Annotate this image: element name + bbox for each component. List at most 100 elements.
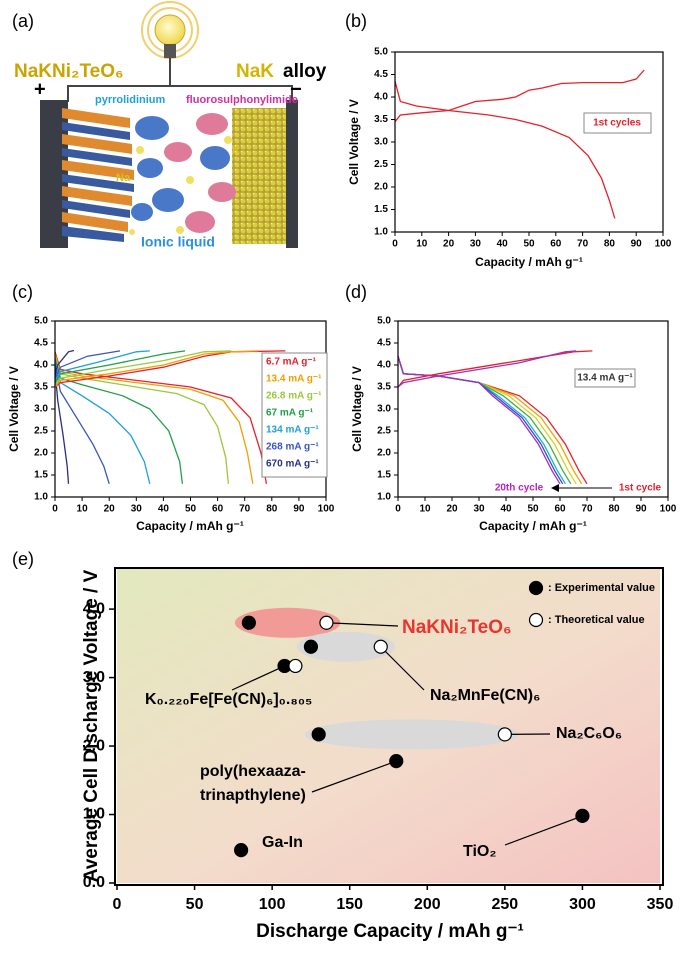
material-label: TiO₂ xyxy=(463,843,496,860)
y-tick-label: 4.5 xyxy=(34,338,48,349)
data-point xyxy=(234,843,249,858)
data-point xyxy=(319,615,334,630)
minus-sign: − xyxy=(290,78,302,100)
x-tick-label: 50 xyxy=(186,896,204,913)
x-tick-label: 40 xyxy=(497,239,509,250)
legend-label: 268 mA g⁻¹ xyxy=(266,442,319,453)
y-tick-label: 4.0 xyxy=(377,360,391,371)
x-tick-label: 100 xyxy=(259,896,286,913)
y-tick-label: 1.0 xyxy=(374,227,388,238)
x-tick-label: 30 xyxy=(470,239,482,250)
wire xyxy=(67,58,293,102)
y-tick-label: 2.5 xyxy=(377,426,391,437)
x-tick-label: 30 xyxy=(131,504,143,515)
x-axis-title: Discharge Capacity / mAh g⁻¹ xyxy=(256,921,524,942)
legend-label: 26.8 mA g⁻¹ xyxy=(266,391,322,402)
x-tick-label: 0 xyxy=(395,504,401,515)
x-tick-label: 70 xyxy=(577,239,589,250)
material-label: NaKNi₂TeO₆ xyxy=(402,617,512,638)
curve xyxy=(397,350,577,388)
legend-box xyxy=(261,352,328,478)
x-tick-label: 60 xyxy=(212,504,224,515)
legend-marker xyxy=(528,612,544,628)
x-tick-label: 60 xyxy=(550,239,562,250)
x-tick-label: 300 xyxy=(569,896,596,913)
x-tick-label: 70 xyxy=(239,504,251,515)
curve xyxy=(54,349,75,374)
curve xyxy=(54,364,110,484)
y-tick-label: 4.5 xyxy=(377,338,391,349)
annotation: 1st cycles xyxy=(593,118,641,129)
data-point xyxy=(303,639,319,654)
y-tick-label: 2.5 xyxy=(34,426,48,437)
x-tick-label: 50 xyxy=(185,504,197,515)
x-tick-label: 20 xyxy=(446,504,458,515)
legend-label: : Experimental value xyxy=(548,582,655,594)
y-tick-label: 4.5 xyxy=(374,69,388,80)
legend-label: 670 mA g⁻¹ xyxy=(266,459,319,470)
legend-label: 13.4 mA g⁻¹ xyxy=(266,374,322,385)
material-label: poly(hexaaza- xyxy=(200,763,306,780)
legend-marker xyxy=(528,580,544,596)
curve xyxy=(54,350,186,383)
curve xyxy=(394,81,616,219)
data-point xyxy=(288,658,303,674)
x-axis-title: Capacity / mAh g⁻¹ xyxy=(475,255,583,269)
y-tick-label: 4.0 xyxy=(34,360,48,371)
data-point xyxy=(389,754,404,769)
panel-label: (a) xyxy=(12,11,34,31)
annotation: 13.4 mA g⁻¹ xyxy=(577,373,633,384)
plot-frame xyxy=(394,51,664,233)
material-label: trinapthylene) xyxy=(200,787,306,804)
bulb xyxy=(154,14,186,46)
x-tick-label: 40 xyxy=(500,504,512,515)
x-tick-label: 100 xyxy=(660,504,677,515)
alloy-anode xyxy=(232,108,286,244)
material-label: Ga-In xyxy=(262,834,303,851)
curve xyxy=(54,350,232,386)
leader-line xyxy=(231,665,285,691)
y-tick-label: 4.0 xyxy=(374,92,388,103)
y-tick-label: 5.0 xyxy=(377,316,391,327)
y-tick-label: 2.0 xyxy=(377,448,391,459)
panel-label: (e) xyxy=(12,549,34,569)
y-tick-label: 3.5 xyxy=(377,382,391,393)
y-tick-label: 2.0 xyxy=(374,182,388,193)
curve xyxy=(54,356,230,484)
highlight-band xyxy=(234,607,341,638)
curve xyxy=(397,350,593,388)
y-tick-label: 1.0 xyxy=(83,806,105,823)
x-tick-label: 10 xyxy=(77,504,89,515)
x-tick-label: 100 xyxy=(318,504,335,515)
x-axis-title: Capacity / mAh g⁻¹ xyxy=(479,519,587,533)
x-axis-title: Capacity / mAh g⁻¹ xyxy=(136,519,244,533)
x-tick-label: 60 xyxy=(554,504,566,515)
illustration: (a) NaKNi₂TeO₆ + NaK alloy − pyrrolidini… xyxy=(12,1,327,250)
x-tick-label: 10 xyxy=(416,239,428,250)
curve xyxy=(54,350,259,388)
x-tick-label: 80 xyxy=(604,239,616,250)
y-tick-label: 3.5 xyxy=(374,114,388,125)
y-tick-label: 1.0 xyxy=(34,492,48,503)
plus-sign: + xyxy=(34,78,46,100)
anion-label: fluorosulphonylimide xyxy=(186,94,298,106)
data-point xyxy=(373,639,388,654)
curve xyxy=(397,356,561,485)
x-tick-label: 30 xyxy=(473,504,485,515)
annotation: 20th cycle xyxy=(495,483,544,494)
y-axis-title: Cell Voltage / V xyxy=(350,366,364,452)
y-axis-title: Cell Voltage / V xyxy=(7,366,21,452)
y-tick-label: 2.0 xyxy=(83,737,105,754)
panel-label: (d) xyxy=(345,282,367,302)
x-tick-label: 80 xyxy=(608,504,620,515)
cathode-label: NaKNi₂TeO₆ xyxy=(14,61,124,82)
material-label: K₀.₂₂₀Fe[Fe(CN)₆]₀.₈₀₅ xyxy=(145,691,312,708)
ions xyxy=(129,113,236,235)
x-tick-label: 90 xyxy=(631,239,643,250)
y-tick-label: 2.5 xyxy=(374,159,388,170)
y-tick-label: 1.5 xyxy=(374,204,388,215)
y-tick-label: 4.0 xyxy=(83,600,105,617)
layered-cathode xyxy=(62,108,134,242)
y-tick-label: 2.0 xyxy=(34,448,48,459)
current-collector xyxy=(286,100,298,248)
